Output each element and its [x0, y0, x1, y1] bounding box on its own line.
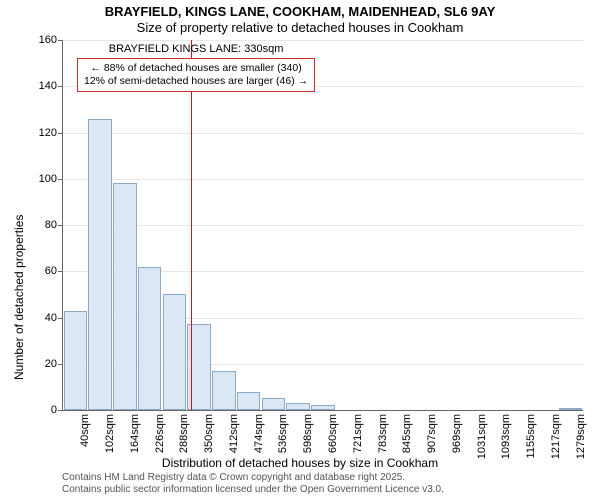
title-line-1: BRAYFIELD, KINGS LANE, COOKHAM, MAIDENHE…	[0, 4, 600, 19]
annotation: BRAYFIELD KINGS LANE: 330sqm ← 88% of det…	[77, 43, 315, 92]
x-tick-label: 1155sqm	[525, 414, 537, 458]
y-tick-label: 20	[45, 358, 57, 370]
histogram-bar	[262, 398, 286, 410]
chart-titles: BRAYFIELD, KINGS LANE, COOKHAM, MAIDENHE…	[0, 0, 600, 35]
title-line-2: Size of property relative to detached ho…	[0, 20, 600, 35]
plot-area: 02040608010012014016040sqm102sqm164sqm22…	[62, 40, 583, 411]
x-tick-label: 536sqm	[277, 414, 289, 453]
histogram-bar	[88, 119, 112, 410]
x-axis-label: Distribution of detached houses by size …	[0, 456, 600, 470]
x-tick-label: 1279sqm	[575, 414, 587, 459]
x-tick-label: 721sqm	[352, 414, 364, 453]
y-tick-label: 100	[39, 173, 57, 185]
x-tick-label: 783sqm	[377, 414, 389, 453]
histogram-bar	[64, 311, 88, 410]
y-tick-label: 60	[45, 265, 57, 277]
histogram-bar	[163, 294, 187, 410]
x-tick-label: 660sqm	[327, 414, 339, 453]
x-tick-label: 907sqm	[426, 414, 438, 453]
footnote-line-1: Contains HM Land Registry data © Crown c…	[62, 472, 444, 484]
chart-container: BRAYFIELD, KINGS LANE, COOKHAM, MAIDENHE…	[0, 0, 600, 500]
annotation-title: BRAYFIELD KINGS LANE: 330sqm	[77, 43, 315, 57]
x-tick-label: 288sqm	[178, 414, 190, 453]
histogram-bar	[212, 371, 236, 410]
histogram-bar	[113, 183, 137, 410]
x-tick-label: 474sqm	[253, 414, 265, 453]
y-tick-label: 160	[39, 34, 57, 46]
x-tick-label: 412sqm	[228, 414, 240, 453]
x-tick-label: 1217sqm	[550, 414, 562, 459]
footnote-line-2: Contains public sector information licen…	[62, 484, 444, 496]
x-tick-label: 350sqm	[203, 414, 215, 453]
histogram-bar	[559, 408, 583, 410]
x-tick-label: 164sqm	[129, 414, 141, 453]
y-tick-label: 140	[39, 80, 57, 92]
annotation-line-1: ← 88% of detached houses are smaller (34…	[84, 62, 308, 75]
annotation-box: ← 88% of detached houses are smaller (34…	[77, 58, 315, 92]
histogram-bar	[237, 392, 261, 411]
annotation-line-2: 12% of semi-detached houses are larger (…	[84, 75, 308, 88]
x-tick-label: 845sqm	[401, 414, 413, 453]
x-tick-label: 1093sqm	[500, 414, 512, 459]
histogram-bar	[311, 405, 335, 410]
x-tick-label: 40sqm	[79, 414, 91, 447]
x-tick-label: 226sqm	[154, 414, 166, 453]
y-tick-label: 80	[45, 219, 57, 231]
x-tick-label: 598sqm	[302, 414, 314, 453]
y-tick-label: 40	[45, 312, 57, 324]
x-tick-label: 1031sqm	[476, 414, 488, 459]
histogram-bar	[286, 403, 310, 410]
y-tick-label: 120	[39, 127, 57, 139]
x-tick-label: 969sqm	[451, 414, 463, 453]
histogram-bar	[138, 267, 162, 410]
y-tick-label: 0	[51, 404, 57, 416]
property-marker-line	[191, 40, 192, 410]
footnote: Contains HM Land Registry data © Crown c…	[62, 472, 444, 496]
y-axis-label: Number of detached properties	[12, 215, 26, 380]
x-tick-label: 102sqm	[104, 414, 116, 453]
